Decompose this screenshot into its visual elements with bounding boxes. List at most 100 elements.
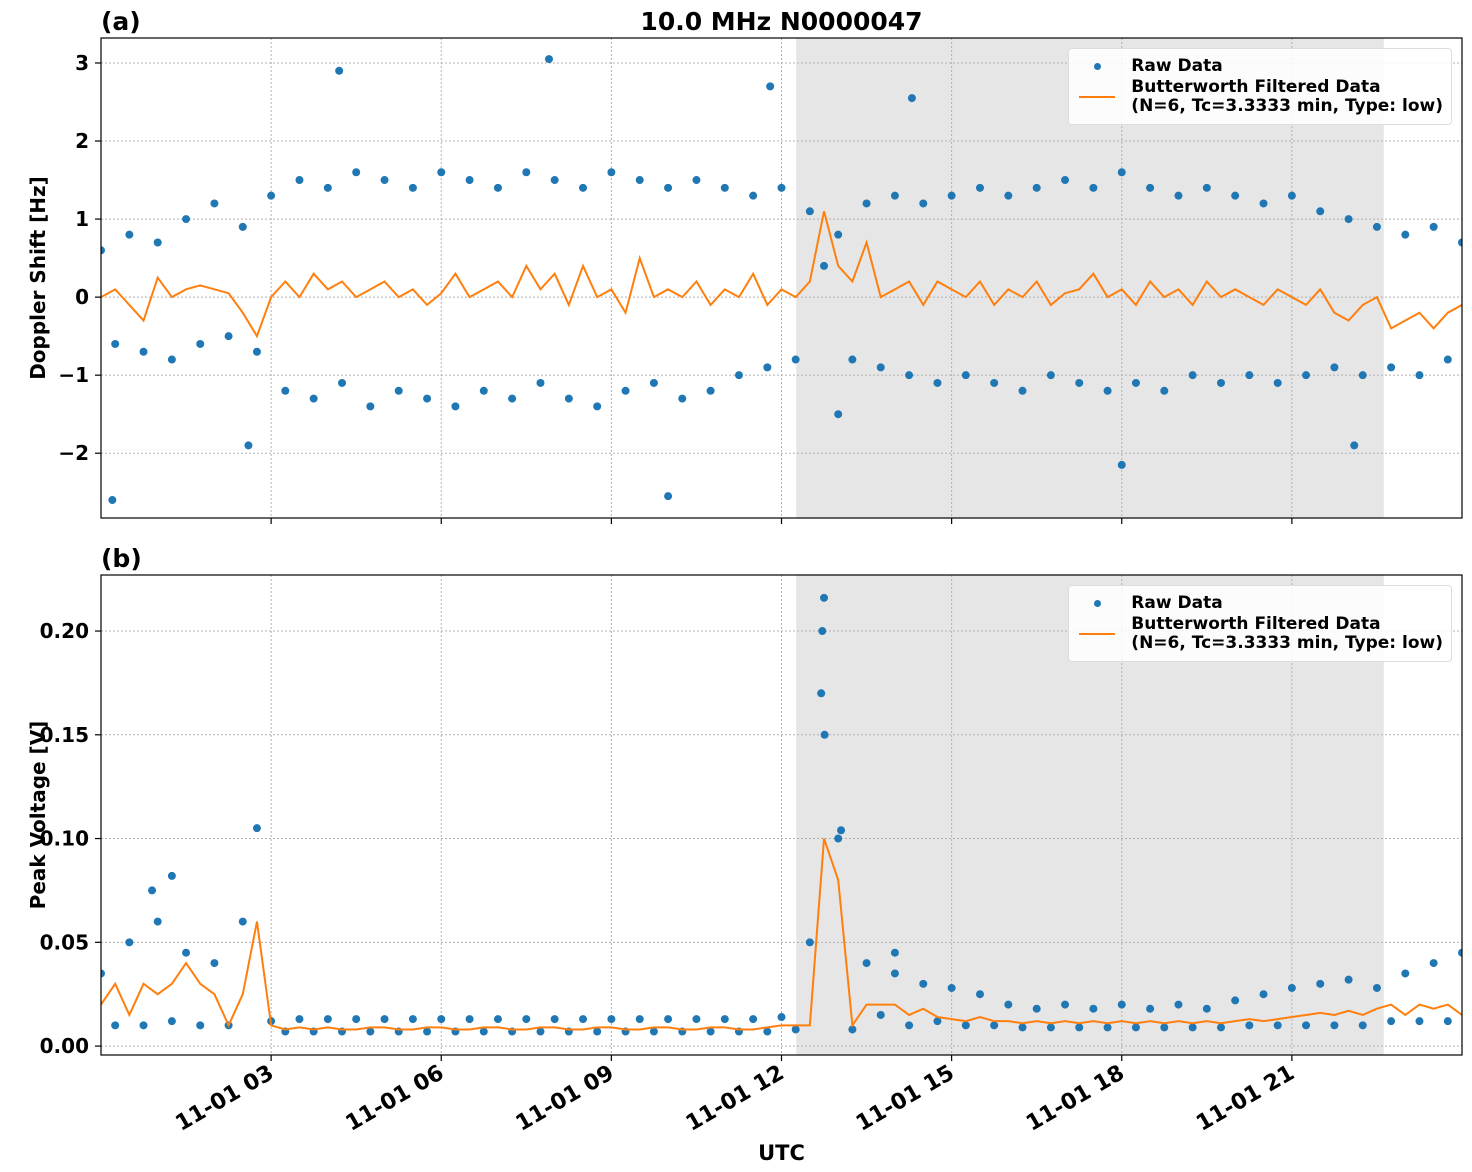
raw-point bbox=[1401, 969, 1410, 978]
legend-key bbox=[1077, 600, 1117, 607]
raw-point bbox=[1387, 363, 1396, 372]
legend-marker bbox=[1093, 600, 1101, 607]
y-tick-label: 2 bbox=[75, 129, 89, 153]
raw-point bbox=[111, 339, 120, 348]
raw-point bbox=[820, 593, 829, 602]
raw-point bbox=[167, 871, 176, 880]
plot-area bbox=[101, 55, 1462, 505]
raw-point bbox=[706, 1027, 715, 1036]
x-tick-label: 11-01 06 bbox=[342, 1061, 449, 1137]
x-tick-label: 11-01 03 bbox=[172, 1061, 279, 1137]
raw-point bbox=[1032, 183, 1041, 192]
legend-entry: Butterworth Filtered Data (N=6, Tc=3.333… bbox=[1077, 615, 1443, 653]
legend-label: Butterworth Filtered Data (N=6, Tc=3.333… bbox=[1131, 77, 1443, 116]
raw-point bbox=[890, 969, 899, 978]
raw-point bbox=[1216, 1023, 1225, 1032]
raw-point bbox=[1174, 191, 1183, 200]
raw-point bbox=[167, 1017, 176, 1026]
raw-point bbox=[1429, 222, 1438, 231]
legend-marker bbox=[1093, 63, 1101, 70]
raw-point bbox=[522, 1015, 531, 1024]
raw-point bbox=[947, 983, 956, 992]
raw-point bbox=[1358, 371, 1367, 380]
raw-point bbox=[101, 246, 105, 255]
raw-point bbox=[493, 1015, 502, 1024]
raw-point bbox=[423, 1027, 432, 1036]
raw-point bbox=[1117, 460, 1126, 469]
raw-point bbox=[1287, 983, 1296, 992]
raw-point bbox=[536, 378, 545, 387]
raw-point bbox=[763, 363, 772, 372]
x-tick-label: 11-01 18 bbox=[1022, 1061, 1129, 1137]
raw-point bbox=[267, 191, 276, 200]
raw-point bbox=[818, 627, 827, 636]
raw-point bbox=[1287, 191, 1296, 200]
legend-label: Raw Data bbox=[1131, 56, 1223, 76]
raw-point bbox=[1160, 1023, 1169, 1032]
raw-point bbox=[1387, 1017, 1396, 1026]
raw-point bbox=[1061, 1000, 1070, 1009]
raw-point bbox=[1061, 176, 1070, 185]
filtered-line bbox=[101, 211, 1462, 339]
raw-point bbox=[635, 176, 644, 185]
raw-point bbox=[1032, 1004, 1041, 1013]
raw-point bbox=[890, 948, 899, 957]
raw-point bbox=[820, 730, 829, 739]
raw-point bbox=[1415, 1017, 1424, 1026]
raw-point bbox=[664, 1015, 673, 1024]
raw-point bbox=[1443, 1017, 1452, 1026]
y-tick-label: 1 bbox=[75, 207, 89, 231]
raw-point bbox=[244, 441, 253, 450]
raw-point bbox=[593, 1027, 602, 1036]
raw-point bbox=[905, 1021, 914, 1030]
raw-point bbox=[834, 230, 843, 239]
raw-point bbox=[1401, 230, 1410, 239]
y-tick-label: 0 bbox=[75, 285, 89, 309]
raw-point bbox=[437, 1015, 446, 1024]
raw-point bbox=[876, 363, 885, 372]
raw-point bbox=[451, 402, 460, 411]
raw-point bbox=[182, 948, 191, 957]
raw-point bbox=[196, 339, 205, 348]
raw-point bbox=[1018, 386, 1027, 395]
raw-point bbox=[544, 55, 553, 64]
raw-point bbox=[111, 1021, 120, 1030]
raw-point bbox=[777, 1013, 786, 1022]
raw-point bbox=[295, 176, 304, 185]
raw-point bbox=[196, 1021, 205, 1030]
raw-point bbox=[862, 199, 871, 208]
raw-point bbox=[125, 230, 134, 239]
raw-point bbox=[1443, 355, 1452, 364]
raw-point bbox=[975, 183, 984, 192]
raw-point bbox=[1344, 975, 1353, 984]
raw-point bbox=[919, 979, 928, 988]
y-tick-label: 0.15 bbox=[40, 723, 89, 747]
raw-point bbox=[579, 1015, 588, 1024]
plot-area bbox=[101, 593, 1462, 1036]
raw-point bbox=[1004, 1000, 1013, 1009]
raw-point bbox=[664, 183, 673, 192]
y-tick-label: 0.05 bbox=[40, 930, 89, 954]
raw-point bbox=[479, 1027, 488, 1036]
raw-point bbox=[1160, 386, 1169, 395]
raw-point bbox=[550, 176, 559, 185]
legend: Raw Data Butterworth Filtered Data (N=6, … bbox=[1068, 585, 1452, 662]
raw-point bbox=[153, 238, 162, 247]
raw-point bbox=[465, 176, 474, 185]
y-tick-label: 3 bbox=[75, 51, 89, 75]
raw-point bbox=[323, 1015, 332, 1024]
raw-point bbox=[664, 492, 673, 501]
raw-point bbox=[1330, 1021, 1339, 1030]
raw-point bbox=[777, 183, 786, 192]
raw-point bbox=[1372, 222, 1381, 231]
raw-point bbox=[139, 1021, 148, 1030]
raw-point bbox=[1273, 378, 1282, 387]
x-tick-label: 11-01 15 bbox=[852, 1061, 959, 1137]
raw-point bbox=[224, 332, 233, 341]
raw-point bbox=[1046, 1023, 1055, 1032]
raw-point bbox=[210, 199, 219, 208]
panel-label: (b) bbox=[101, 544, 142, 573]
raw-point bbox=[1075, 1023, 1084, 1032]
raw-point bbox=[1188, 371, 1197, 380]
raw-point bbox=[749, 1015, 758, 1024]
